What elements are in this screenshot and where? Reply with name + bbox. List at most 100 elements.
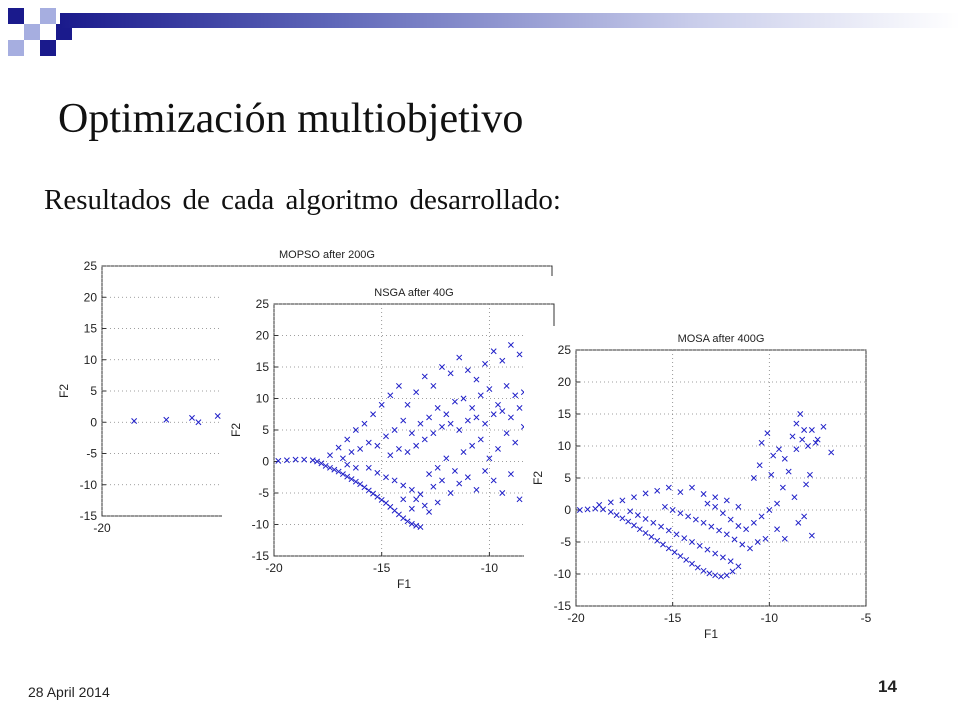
chart1-point bbox=[443, 455, 450, 462]
chart1-point bbox=[512, 439, 519, 446]
chart1-point bbox=[322, 462, 329, 469]
chart1-point bbox=[473, 486, 480, 493]
chart2-xtick-label: -10 bbox=[761, 611, 779, 625]
chart2-point bbox=[625, 518, 632, 525]
chart1-point bbox=[439, 477, 445, 484]
chart1-point bbox=[365, 439, 372, 446]
chart2-point bbox=[683, 556, 690, 563]
slide-title: Optimización multiobjetivo bbox=[58, 96, 524, 142]
chart2-point bbox=[712, 503, 719, 510]
chart2-point bbox=[756, 462, 763, 469]
chart1-point bbox=[292, 456, 299, 463]
chart0-ytick-label: 25 bbox=[84, 259, 98, 273]
chart2-point bbox=[642, 530, 649, 536]
chart2-point bbox=[700, 567, 707, 574]
chart0-point bbox=[214, 413, 221, 419]
chart1-point bbox=[408, 486, 415, 493]
chart0-point bbox=[189, 414, 195, 421]
chart2-point bbox=[719, 510, 726, 517]
chart2-point bbox=[613, 512, 620, 519]
chart2-point bbox=[764, 430, 771, 437]
chart2-point bbox=[654, 487, 661, 494]
chart0-ytick-label: 10 bbox=[84, 353, 98, 367]
chart1-point bbox=[490, 348, 497, 355]
chart1-point bbox=[352, 478, 359, 485]
chart1-point bbox=[374, 442, 381, 449]
chart1-point bbox=[486, 455, 493, 462]
chart1-xtick-label: -15 bbox=[373, 561, 391, 575]
chart1-point bbox=[352, 464, 359, 471]
chart2-ytick-label: 20 bbox=[558, 375, 572, 389]
chart1-point bbox=[404, 518, 411, 525]
chart1-point bbox=[482, 420, 489, 427]
chart0-ytick-label: 15 bbox=[84, 322, 98, 336]
chart1-point bbox=[512, 392, 519, 399]
chart1-point bbox=[421, 436, 428, 443]
chart1-point bbox=[439, 364, 445, 370]
chart0-ytick-label: 0 bbox=[90, 415, 97, 429]
chart1-point bbox=[365, 487, 372, 494]
chart1-point bbox=[503, 430, 510, 437]
chart2-point bbox=[677, 489, 684, 496]
chart2-point bbox=[758, 513, 765, 520]
chart2-point bbox=[803, 481, 810, 488]
chart2-point bbox=[681, 535, 688, 542]
chart1-point bbox=[400, 417, 407, 424]
chart2-point bbox=[731, 536, 738, 543]
chart1-point bbox=[490, 477, 497, 484]
chart1-point bbox=[314, 458, 321, 465]
chart2-ytick-label: 5 bbox=[564, 471, 571, 485]
chart2-point bbox=[706, 570, 713, 577]
chart1-point bbox=[507, 414, 514, 421]
chart2-point bbox=[781, 535, 788, 542]
chart1-point bbox=[516, 351, 523, 358]
logo-square-dark bbox=[56, 24, 72, 40]
chart2-point bbox=[704, 546, 711, 553]
chart2-xtick-label: -5 bbox=[861, 611, 872, 625]
chart1-point bbox=[348, 476, 355, 483]
chart2-xlabel: F1 bbox=[704, 627, 718, 641]
chart1-point bbox=[421, 373, 428, 380]
chart2-point bbox=[799, 436, 806, 443]
chart2-point bbox=[636, 526, 643, 533]
chart1-point bbox=[495, 445, 501, 452]
chart1-point bbox=[374, 493, 381, 500]
chart1-point bbox=[378, 401, 385, 408]
chart1-point bbox=[408, 430, 415, 437]
chart1-point bbox=[339, 471, 346, 478]
chart1-point bbox=[301, 456, 308, 463]
chart2-point bbox=[673, 531, 680, 538]
chart2-point bbox=[808, 427, 815, 433]
logo-square-light bbox=[40, 8, 56, 24]
chart2-point bbox=[665, 527, 672, 534]
logo-square-light bbox=[24, 24, 40, 40]
chart2-point bbox=[677, 510, 684, 517]
chart1-point bbox=[499, 408, 506, 415]
chart2-point bbox=[785, 468, 792, 475]
chart1-point bbox=[434, 404, 441, 411]
chart2-point bbox=[735, 503, 742, 510]
chart1-ytick-label: -10 bbox=[252, 518, 270, 532]
chart1-point bbox=[430, 483, 437, 490]
chart2-point bbox=[774, 526, 781, 533]
chart2-point bbox=[700, 519, 707, 526]
chart2-point bbox=[729, 568, 736, 575]
chart2-point bbox=[685, 513, 692, 520]
chart2-point bbox=[747, 545, 753, 552]
chart2-point bbox=[712, 550, 719, 557]
chart0-title: MOPSO after 200G bbox=[279, 249, 375, 261]
chart2-point bbox=[692, 516, 699, 523]
chart1-point bbox=[499, 490, 506, 496]
chart1-point bbox=[451, 398, 458, 405]
chart1-point bbox=[417, 491, 424, 498]
chart1-point bbox=[283, 457, 290, 464]
chart1-point bbox=[469, 404, 476, 411]
chart1-point bbox=[413, 496, 420, 503]
chart1-ytick-label: 25 bbox=[256, 297, 270, 311]
chart2-point bbox=[762, 535, 769, 542]
chart2-point bbox=[718, 573, 724, 580]
chart2-point bbox=[584, 506, 591, 513]
chart1-point bbox=[391, 427, 398, 433]
